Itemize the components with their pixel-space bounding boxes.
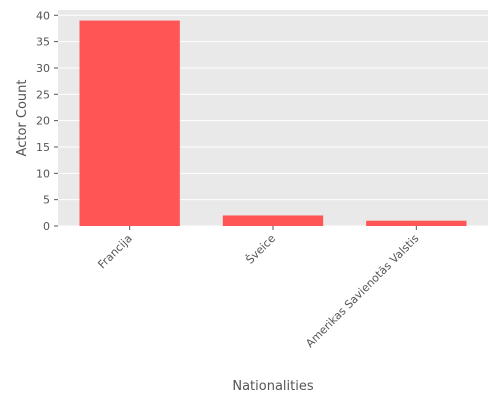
y-tick-label: 30 (36, 62, 50, 75)
x-tick-label: Amerikas Savienotās Valstis (303, 232, 421, 350)
y-tick-label: 10 (36, 167, 50, 180)
y-axis-ticks: 0 5 10 15 20 25 30 35 40 (36, 9, 58, 233)
y-tick-label: 15 (36, 141, 50, 154)
y-tick-label: 40 (36, 9, 50, 22)
x-tick-label: Francija (95, 232, 134, 271)
x-axis-title: Nationalities (232, 379, 313, 394)
x-axis-ticks: Francija Šveice Amerikas Savienotās Valsti… (95, 226, 422, 350)
y-axis-title: Actor Count (15, 80, 30, 157)
y-tick-label: 25 (36, 88, 50, 101)
x-tick-label: Šveice (243, 232, 278, 267)
bar (366, 220, 467, 226)
y-tick-label: 0 (43, 220, 50, 233)
bar (79, 20, 180, 226)
y-tick-label: 20 (36, 115, 50, 128)
bar (222, 215, 324, 226)
y-tick-label: 35 (36, 36, 50, 49)
bars (79, 20, 467, 226)
y-tick-label: 5 (43, 194, 50, 207)
